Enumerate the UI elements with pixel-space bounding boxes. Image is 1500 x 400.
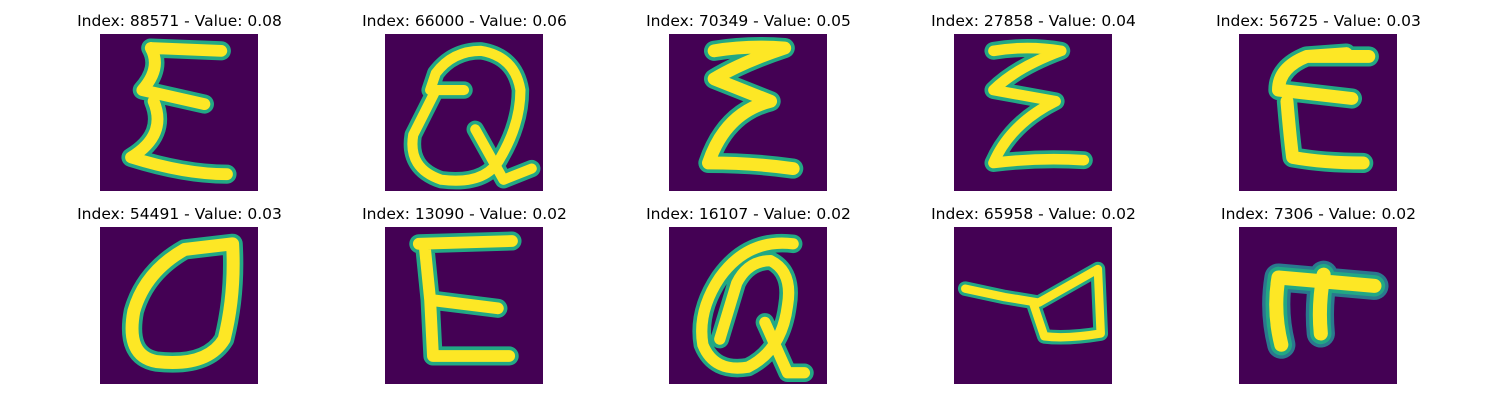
sample-title: Index: 7306 - Value: 0.02 (1221, 205, 1416, 223)
sample-image (1239, 34, 1397, 191)
sample-cell: Index: 66000 - Value: 0.06 (322, 11, 607, 191)
sample-cell: Index: 27858 - Value: 0.04 (891, 11, 1176, 191)
sample-image (954, 227, 1112, 384)
sample-cell: Index: 88571 - Value: 0.08 (37, 11, 322, 191)
sample-cell: Index: 56725 - Value: 0.03 (1176, 11, 1461, 191)
sample-cell: Index: 54491 - Value: 0.03 (37, 204, 322, 384)
sample-title: Index: 70349 - Value: 0.05 (646, 12, 851, 30)
sample-title: Index: 27858 - Value: 0.04 (931, 12, 1136, 30)
sample-title: Index: 65958 - Value: 0.02 (931, 205, 1136, 223)
sample-image (954, 34, 1112, 191)
sample-title: Index: 13090 - Value: 0.02 (362, 205, 567, 223)
sample-title: Index: 88571 - Value: 0.08 (77, 12, 282, 30)
sample-title: Index: 56725 - Value: 0.03 (1216, 12, 1421, 30)
sample-title: Index: 16107 - Value: 0.02 (646, 205, 851, 223)
sample-title: Index: 66000 - Value: 0.06 (362, 12, 567, 30)
sample-cell: Index: 70349 - Value: 0.05 (606, 11, 891, 191)
sample-image (669, 34, 827, 191)
sample-title: Index: 54491 - Value: 0.03 (77, 205, 282, 223)
sample-image (669, 227, 827, 384)
sample-image (385, 227, 543, 384)
sample-image (1239, 227, 1397, 384)
sample-image (100, 34, 258, 191)
sample-cell: Index: 7306 - Value: 0.02 (1176, 204, 1461, 384)
sample-cell: Index: 13090 - Value: 0.02 (322, 204, 607, 384)
sample-image (100, 227, 258, 384)
sample-cell: Index: 65958 - Value: 0.02 (891, 204, 1176, 384)
sample-image (385, 34, 543, 191)
sample-cell: Index: 16107 - Value: 0.02 (606, 204, 891, 384)
